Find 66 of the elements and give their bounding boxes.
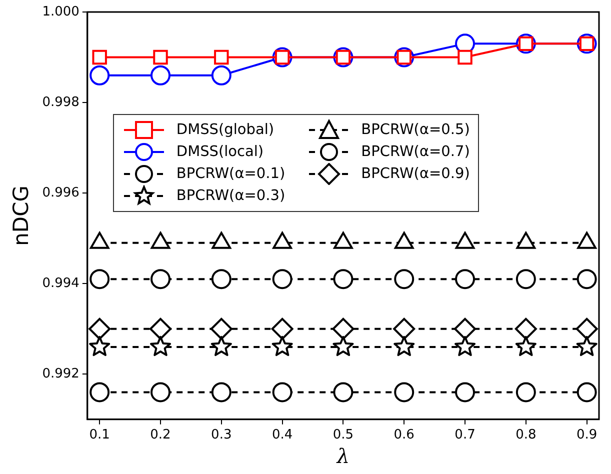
point (211, 382, 232, 402)
point (516, 382, 536, 402)
point (272, 269, 292, 290)
legend-label: BPCRW(α=0.7) (361, 144, 470, 160)
point (150, 336, 172, 356)
x-tick-label: 0.1 (89, 428, 110, 443)
point (576, 318, 598, 340)
point (214, 50, 229, 65)
x-tick-label: 0.6 (394, 428, 414, 443)
y-tick-label: 0.994 (42, 276, 80, 291)
x-tick-label: 0.4 (272, 428, 293, 443)
point (153, 50, 168, 65)
point (272, 336, 293, 356)
point (393, 318, 416, 340)
y-tick-label: 0.998 (42, 94, 80, 110)
point (271, 318, 294, 340)
point (150, 269, 170, 290)
point (90, 382, 110, 402)
legend-label: BPCRW(α=0.5) (361, 122, 470, 138)
point (211, 269, 232, 290)
legend-label: BPCRW(α=0.1) (176, 166, 286, 182)
point (576, 269, 597, 290)
y-tick-label: 0.996 (42, 185, 80, 200)
point (454, 318, 476, 340)
point (576, 336, 598, 356)
point (210, 318, 232, 340)
legend-label: BPCRW(α=0.9) (361, 166, 470, 182)
point (333, 382, 354, 402)
point (272, 382, 292, 402)
point (92, 50, 107, 65)
point (394, 336, 415, 356)
legend-label: BPCRW(α=0.3) (176, 188, 286, 204)
point (394, 382, 414, 402)
point (150, 382, 170, 402)
point (211, 65, 232, 86)
point (516, 269, 536, 290)
point (332, 318, 354, 340)
x-tick-label: 0.5 (332, 428, 354, 443)
x-tick-label: 0.8 (516, 428, 536, 443)
point (458, 50, 472, 65)
x-tick-label: 0.3 (211, 428, 232, 443)
y-tick-label: 1.000 (42, 4, 80, 20)
y-tick-label: 0.992 (42, 366, 80, 382)
point (150, 318, 172, 340)
x-tick-label: 0.2 (150, 428, 171, 443)
point (576, 382, 597, 402)
point (90, 269, 110, 290)
x-tick-label: 0.7 (454, 428, 476, 443)
x-axis-title: λ (336, 444, 350, 468)
point (455, 269, 476, 290)
legend-label: DMSS(local) (176, 144, 264, 160)
point (89, 336, 110, 356)
point (332, 336, 354, 356)
point (394, 269, 414, 290)
legend-label: DMSS(global) (176, 122, 274, 138)
point (88, 318, 111, 340)
y-axis-title: nDCG (9, 185, 34, 246)
point (150, 65, 170, 86)
point (210, 336, 232, 356)
x-tick-label: 0.9 (576, 428, 598, 443)
point (333, 269, 354, 290)
point (455, 382, 476, 402)
point (515, 336, 536, 356)
point (514, 318, 537, 340)
point (454, 336, 476, 356)
point (90, 65, 110, 86)
